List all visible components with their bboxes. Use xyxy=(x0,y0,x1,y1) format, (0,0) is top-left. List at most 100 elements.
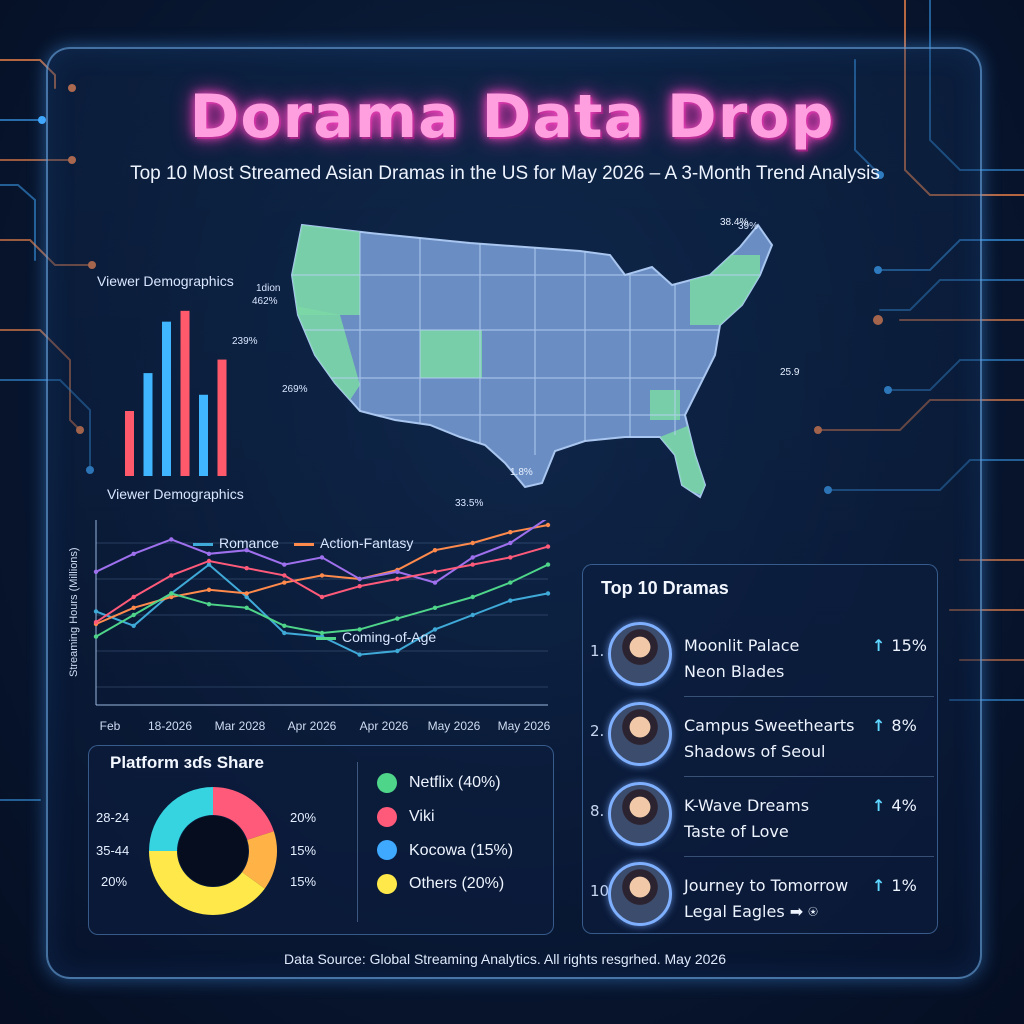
donut-left-label: 35-44 xyxy=(96,843,130,858)
trend-percent: 8% xyxy=(891,716,917,735)
top10-list: 1. Moonlit Palace Neon Blades ↑ 15% 2. Ca… xyxy=(584,622,934,926)
data-point xyxy=(282,580,287,585)
drama-title: Journey to Tomorrow xyxy=(684,876,849,895)
map-label: 1dion xyxy=(256,283,281,294)
legend-dot-netflix xyxy=(377,773,397,793)
donut-right-label: 15% xyxy=(290,843,317,858)
arrow-up-icon: ↑ xyxy=(872,796,886,815)
x-tick-label: May 2026 xyxy=(498,719,551,733)
bar xyxy=(162,321,171,476)
data-point xyxy=(508,598,513,603)
data-point xyxy=(131,612,136,618)
data-point xyxy=(432,580,438,585)
data-point xyxy=(357,627,362,632)
data-point xyxy=(319,594,325,600)
trend-percent: 4% xyxy=(891,796,917,815)
data-point xyxy=(357,652,362,657)
data-point xyxy=(244,548,249,553)
data-point xyxy=(470,594,475,600)
page-title: Dorama Data Drop xyxy=(189,82,835,152)
data-point xyxy=(432,569,438,574)
demographics-bar-chart xyxy=(125,310,227,476)
map-label: 38.4% xyxy=(720,217,748,228)
x-tick-label: Apr 2026 xyxy=(360,719,409,733)
data-point xyxy=(206,558,212,564)
map-label: 25.9% xyxy=(780,367,800,378)
donut-slice xyxy=(149,851,265,915)
bar xyxy=(217,359,227,476)
data-point xyxy=(169,591,174,596)
data-point xyxy=(169,573,174,578)
data-point xyxy=(357,576,362,582)
us-map: 38.4% 25.9% 1.8% xyxy=(290,217,800,499)
legend-action-fantasy: Action-Fantasy xyxy=(294,535,413,551)
donut-slice xyxy=(213,787,274,840)
data-point xyxy=(508,530,513,535)
legend-others: Others (20%) xyxy=(409,875,505,892)
data-point xyxy=(244,594,249,600)
legend-dot-viki xyxy=(377,807,397,827)
data-point xyxy=(206,551,212,556)
data-point xyxy=(93,609,99,614)
donut-slice xyxy=(149,787,213,851)
legend-viki: Viki xyxy=(409,808,435,825)
legend-label: Romance xyxy=(219,535,279,551)
legend-swatch xyxy=(316,636,336,640)
demographics-label-bottom: Viewer Demographics xyxy=(107,486,244,502)
data-point xyxy=(545,544,551,549)
map-label: 39% xyxy=(738,221,759,232)
drama-title: Moonlit Palace xyxy=(684,636,800,655)
data-point xyxy=(244,605,249,610)
legend-swatch xyxy=(193,542,213,546)
legend-kocowa: Kocowa (15%) xyxy=(409,842,514,859)
platform-donut-chart xyxy=(149,787,277,915)
data-point xyxy=(206,587,212,592)
legend-swatch xyxy=(294,542,314,546)
demographics-label-top: Viewer Demographics xyxy=(97,273,234,289)
trend-percent: 1% xyxy=(891,876,917,895)
trend-value: ↑ 1% xyxy=(872,876,917,895)
data-point xyxy=(244,566,249,571)
page-subtitle: Top 10 Most Streamed Asian Dramas in the… xyxy=(130,163,880,184)
data-point xyxy=(282,573,287,578)
data-point xyxy=(545,591,551,596)
bar xyxy=(125,411,134,476)
list-item[interactable]: 8. K-Wave Dreams Taste of Love ↑ 4% xyxy=(584,782,944,846)
legend-romance: Romance xyxy=(193,535,279,551)
bar xyxy=(199,394,208,476)
list-item[interactable]: 1. Moonlit Palace Neon Blades ↑ 15% xyxy=(584,622,944,686)
donut-slice xyxy=(242,831,277,889)
rank-number: 1. xyxy=(590,642,605,660)
data-point xyxy=(432,548,438,553)
data-point xyxy=(395,616,400,621)
legend-coming-of-age: Coming-of-Age xyxy=(316,629,436,645)
trend-value: ↑ 15% xyxy=(872,636,927,655)
list-item[interactable]: 10 Journey to Tomorrow Legal Eagles ➡ ⍟ … xyxy=(584,862,944,926)
list-item[interactable]: 2. Campus Sweethearts Shadows of Seoul ↑… xyxy=(584,702,944,766)
legend-dot-kocowa xyxy=(377,840,397,860)
divider xyxy=(684,696,934,697)
data-point xyxy=(282,623,287,628)
rank-number: 10 xyxy=(590,882,610,900)
data-point xyxy=(93,569,99,574)
data-point xyxy=(319,555,325,560)
map-label: 33.5% xyxy=(455,498,484,509)
data-point xyxy=(508,540,513,546)
data-point xyxy=(169,594,174,600)
line-chart-ylabel: Streaming Hours (Millions) xyxy=(68,547,80,677)
data-point xyxy=(470,562,475,567)
drama-poster-avatar xyxy=(608,862,672,926)
arrow-up-icon: ↑ xyxy=(872,876,886,895)
data-point xyxy=(93,620,99,625)
map-label: 269% xyxy=(282,384,308,395)
data-point xyxy=(545,562,551,567)
data-point xyxy=(357,584,362,589)
x-tick-label: 18-2026 xyxy=(148,719,192,733)
us-outline xyxy=(290,223,774,499)
data-point xyxy=(395,576,400,582)
arrow-up-icon: ↑ xyxy=(872,636,886,655)
legend-netflix: Netflix (40%) xyxy=(409,774,501,791)
data-point xyxy=(93,634,99,639)
data-point xyxy=(206,562,212,567)
